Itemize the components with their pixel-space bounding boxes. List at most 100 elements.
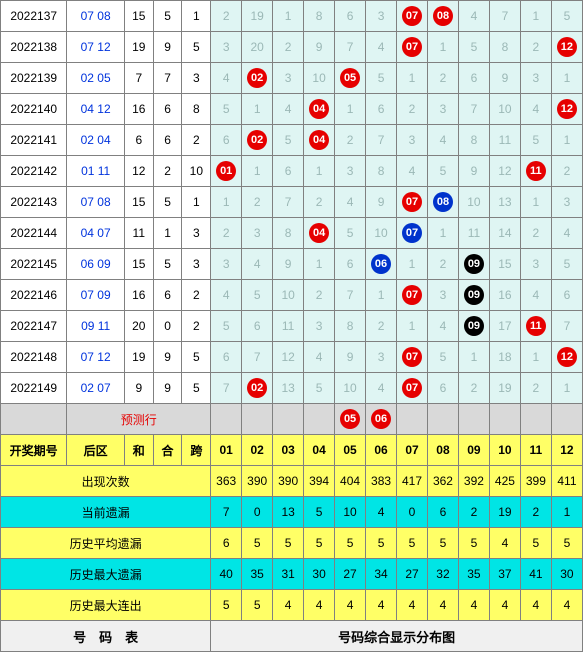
stat-val: 394 — [304, 466, 335, 497]
stat-val: 27 — [335, 559, 366, 590]
grid-cell-ball: 07 — [397, 373, 428, 404]
ball-blue: 06 — [371, 254, 391, 274]
stat-val: 5 — [242, 590, 273, 621]
kua-cell: 10 — [182, 156, 211, 187]
stat-val: 5 — [242, 528, 273, 559]
stat-val: 34 — [366, 559, 397, 590]
predict-cell — [273, 404, 304, 435]
issue-cell: 2022147 — [1, 311, 67, 342]
predict-cell — [489, 404, 520, 435]
ball-red: 07 — [402, 378, 422, 398]
heval-cell: 5 — [153, 1, 182, 32]
data-row: 202214102 04662602504273481151 — [1, 125, 583, 156]
heval-cell: 2 — [153, 156, 182, 187]
he-cell: 11 — [124, 218, 153, 249]
grid-cell: 19 — [489, 373, 520, 404]
stat-val: 5 — [273, 528, 304, 559]
data-row: 202214404 07111323804510071111424 — [1, 218, 583, 249]
grid-cell: 1 — [427, 218, 458, 249]
stat-val: 404 — [335, 466, 366, 497]
grid-cell: 18 — [489, 342, 520, 373]
grid-cell: 1 — [520, 342, 551, 373]
stat-val: 383 — [366, 466, 397, 497]
stat-val: 4 — [458, 590, 489, 621]
ball-black: 09 — [464, 254, 484, 274]
predict-cell: 06 — [366, 404, 397, 435]
predict-blank — [1, 404, 67, 435]
predict-cell — [211, 404, 242, 435]
back-area-cell: 07 08 — [67, 1, 125, 32]
grid-cell: 13 — [273, 373, 304, 404]
ball-red: 07 — [402, 347, 422, 367]
grid-cell: 6 — [335, 249, 366, 280]
issue-cell: 2022137 — [1, 1, 67, 32]
grid-cell: 20 — [242, 32, 273, 63]
predict-cell — [397, 404, 428, 435]
hdr-num: 11 — [520, 435, 551, 466]
stat-val: 4 — [366, 590, 397, 621]
grid-cell: 6 — [211, 342, 242, 373]
stat-row: 出现次数363390390394404383417362392425399411 — [1, 466, 583, 497]
grid-cell: 5 — [366, 63, 397, 94]
grid-cell: 3 — [427, 280, 458, 311]
back-area-cell: 01 11 — [67, 156, 125, 187]
grid-cell: 8 — [335, 311, 366, 342]
hdr-num: 07 — [397, 435, 428, 466]
stat-label: 当前遗漏 — [1, 497, 211, 528]
grid-cell: 4 — [427, 125, 458, 156]
data-row: 202213707 081551219186307084715 — [1, 1, 583, 32]
grid-cell: 1 — [304, 156, 335, 187]
ball-red: 12 — [557, 99, 577, 119]
grid-cell: 1 — [397, 63, 428, 94]
he-cell: 6 — [124, 125, 153, 156]
issue-cell: 2022144 — [1, 218, 67, 249]
stat-val: 41 — [520, 559, 551, 590]
data-row: 202214902 0799570213510407621921 — [1, 373, 583, 404]
heval-cell: 6 — [153, 94, 182, 125]
grid-cell: 8 — [366, 156, 397, 187]
back-area-cell: 09 11 — [67, 311, 125, 342]
issue-cell: 2022139 — [1, 63, 67, 94]
ball-red: 07 — [402, 285, 422, 305]
grid-cell: 3 — [366, 1, 397, 32]
heval-cell: 7 — [153, 63, 182, 94]
grid-cell: 2 — [273, 32, 304, 63]
stat-val: 4 — [520, 590, 551, 621]
hdr-issue: 开奖期号 — [1, 435, 67, 466]
stat-val: 27 — [397, 559, 428, 590]
grid-cell: 2 — [551, 156, 582, 187]
hdr-kua: 跨 — [182, 435, 211, 466]
stat-val: 1 — [551, 497, 582, 528]
grid-cell: 6 — [335, 1, 366, 32]
hdr-num: 03 — [273, 435, 304, 466]
data-row: 202214607 0916624510271073091646 — [1, 280, 583, 311]
stat-label: 历史最大连出 — [1, 590, 211, 621]
grid-cell-ball: 07 — [397, 280, 428, 311]
grid-cell: 1 — [427, 32, 458, 63]
grid-cell: 9 — [366, 187, 397, 218]
grid-cell-ball: 06 — [366, 249, 397, 280]
ball-red: 07 — [402, 37, 422, 57]
stat-val: 40 — [211, 559, 242, 590]
issue-cell: 2022149 — [1, 373, 67, 404]
grid-cell: 5 — [551, 249, 582, 280]
stat-val: 5 — [551, 528, 582, 559]
grid-cell: 4 — [366, 32, 397, 63]
grid-cell-ball: 11 — [520, 311, 551, 342]
grid-cell: 5 — [520, 125, 551, 156]
back-area-cell: 07 09 — [67, 280, 125, 311]
back-area-cell: 02 07 — [67, 373, 125, 404]
stat-val: 5 — [520, 528, 551, 559]
ball-red: 01 — [216, 161, 236, 181]
heval-cell: 5 — [153, 187, 182, 218]
grid-cell: 15 — [489, 249, 520, 280]
grid-cell-ball: 02 — [242, 63, 273, 94]
data-row: 202214004 121668514041623710412 — [1, 94, 583, 125]
grid-cell-ball: 04 — [304, 125, 335, 156]
stat-val: 5 — [211, 590, 242, 621]
stat-val: 392 — [458, 466, 489, 497]
stat-val: 363 — [211, 466, 242, 497]
back-area-cell: 04 07 — [67, 218, 125, 249]
heval-cell: 9 — [153, 373, 182, 404]
back-area-cell: 02 04 — [67, 125, 125, 156]
